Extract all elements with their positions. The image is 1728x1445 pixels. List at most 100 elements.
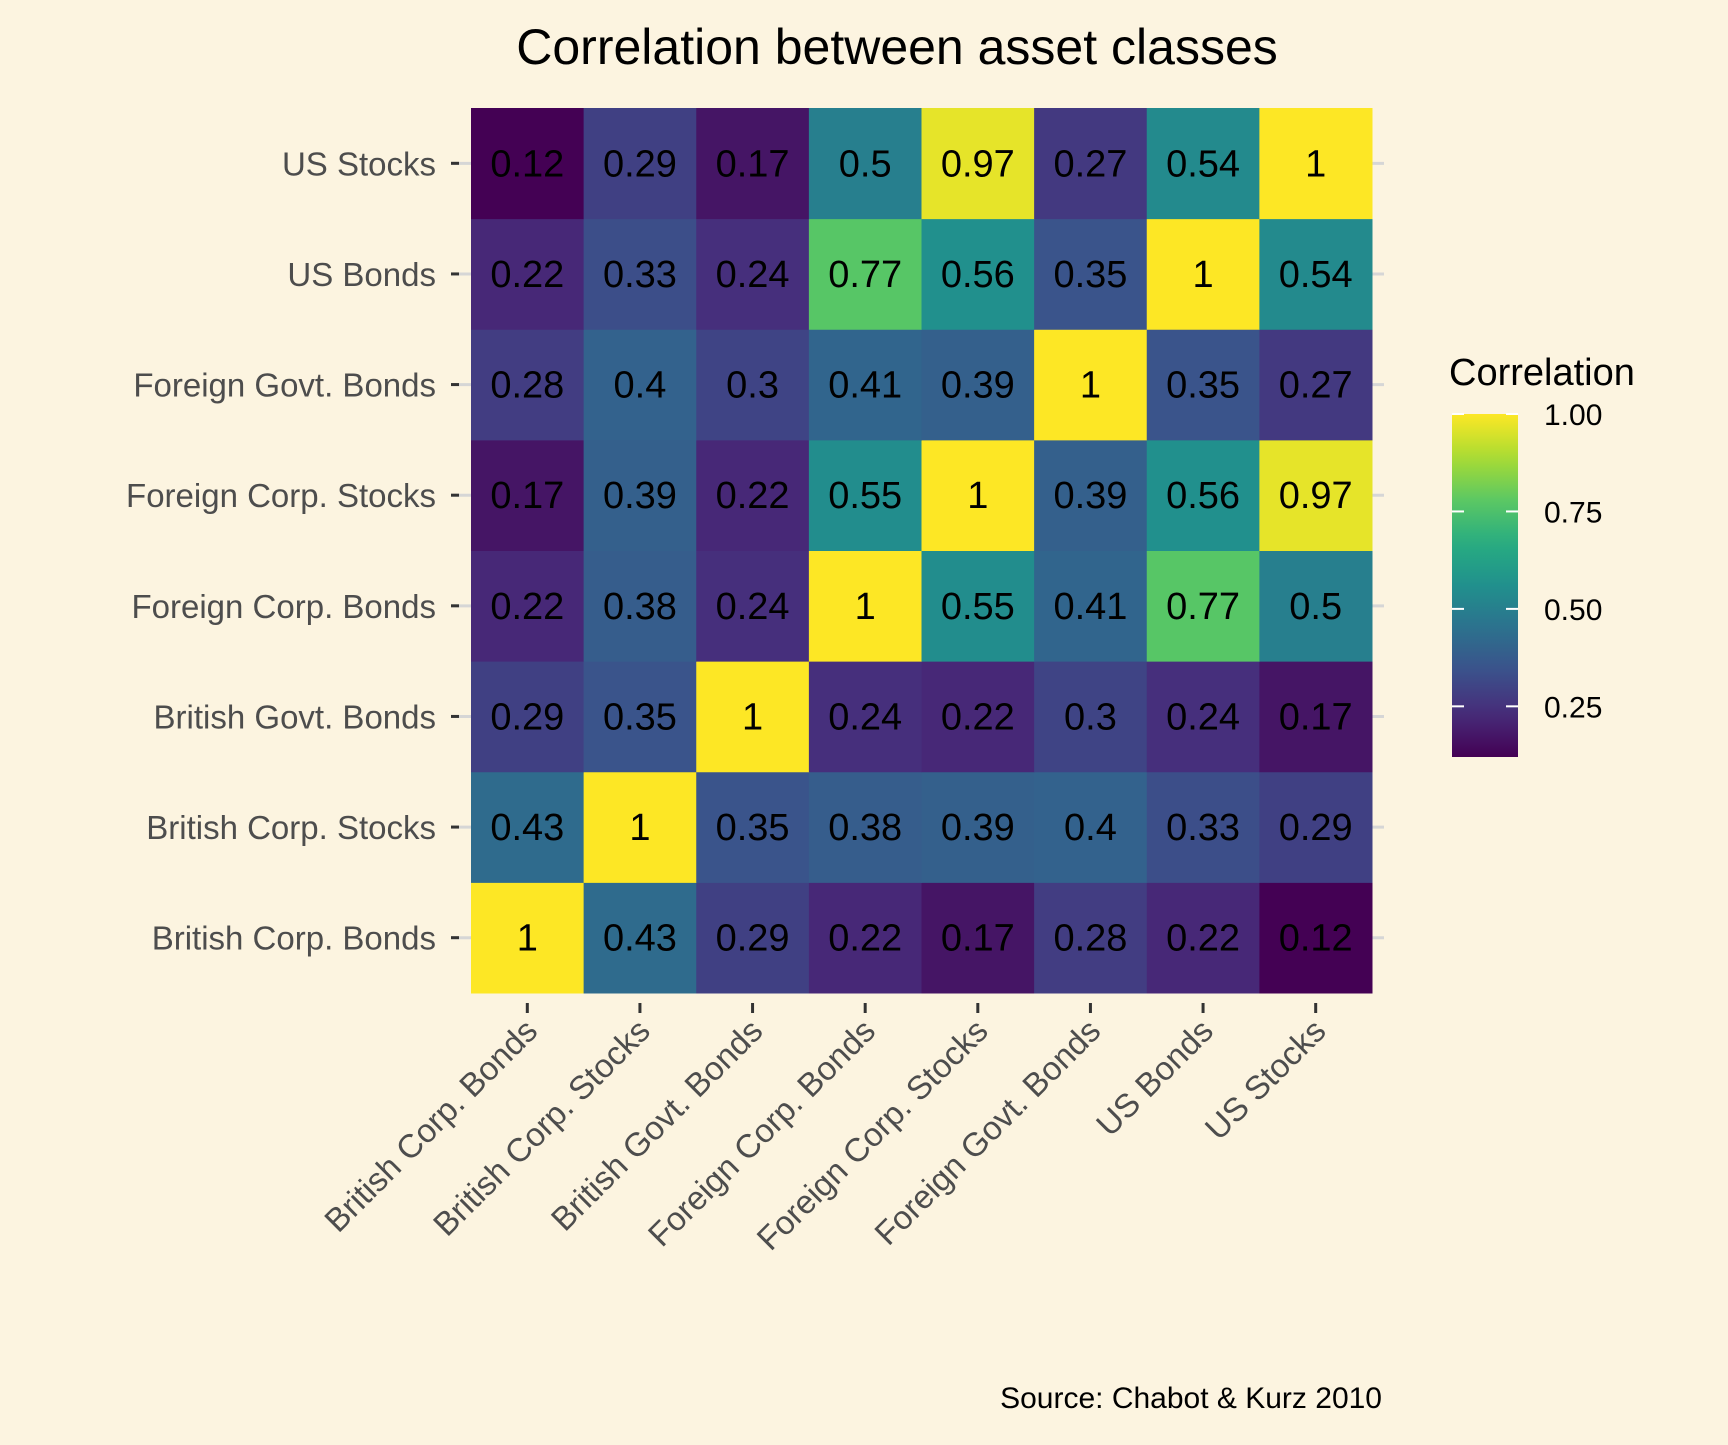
cell-value-label: 0.39 bbox=[941, 807, 1015, 849]
cell-value-label: 0.97 bbox=[1279, 475, 1353, 517]
heatmap-cell bbox=[696, 771, 810, 883]
y-tick-label: Foreign Govt. Bonds bbox=[133, 367, 436, 404]
heatmap-cell bbox=[921, 329, 1035, 441]
heatmap-cell bbox=[808, 661, 922, 773]
cell-value-label: 0.41 bbox=[1053, 586, 1127, 628]
cell-value-label: 0.22 bbox=[828, 918, 902, 960]
cell-value-label: 0.38 bbox=[828, 807, 902, 849]
heatmap-cell bbox=[1146, 329, 1260, 441]
cell-value-label: 0.39 bbox=[941, 365, 1015, 407]
cell-value-label: 0.35 bbox=[1053, 254, 1127, 296]
heatmap-cell bbox=[808, 882, 922, 994]
cell-value-label: 0.29 bbox=[490, 696, 564, 738]
colorbar-tick-label: 1.00 bbox=[1544, 399, 1602, 432]
cell-value-label: 0.41 bbox=[828, 365, 902, 407]
chart-caption: Source: Chabot & Kurz 2010 bbox=[1000, 1382, 1382, 1415]
y-tick-label: US Stocks bbox=[282, 145, 436, 182]
heatmap-cell bbox=[808, 439, 922, 551]
heatmap-cell bbox=[808, 218, 922, 330]
heatmap-cell bbox=[471, 771, 585, 883]
heatmap-cells bbox=[471, 108, 1373, 994]
cell-value-label: 0.24 bbox=[1166, 696, 1240, 738]
cell-value-label: 0.39 bbox=[1053, 475, 1127, 517]
heatmap-cell bbox=[696, 439, 810, 551]
heatmap-cell bbox=[921, 882, 1035, 994]
heatmap-cell bbox=[921, 439, 1035, 551]
cell-value-label: 0.43 bbox=[603, 918, 677, 960]
cell-value-label: 0.5 bbox=[839, 143, 892, 185]
heatmap-cell bbox=[1146, 108, 1260, 220]
cell-value-label: 0.12 bbox=[490, 143, 564, 185]
heatmap-cell bbox=[1034, 882, 1148, 994]
cell-value-label: 0.28 bbox=[1053, 918, 1127, 960]
heatmap-cell bbox=[583, 329, 697, 441]
cell-value-label: 1 bbox=[1080, 365, 1101, 407]
heatmap-cell bbox=[921, 661, 1035, 773]
heatmap-cell bbox=[921, 771, 1035, 883]
heatmap-cell bbox=[1146, 882, 1260, 994]
cell-value-label: 0.29 bbox=[716, 918, 790, 960]
heatmap-cell bbox=[696, 108, 810, 220]
cell-value-label: 0.56 bbox=[941, 254, 1015, 296]
cell-value-label: 0.35 bbox=[603, 696, 677, 738]
y-tick-label: US Bonds bbox=[287, 256, 436, 293]
cell-value-label: 1 bbox=[1305, 143, 1326, 185]
y-tick-label: Foreign Corp. Stocks bbox=[126, 477, 436, 514]
cell-value-label: 0.17 bbox=[490, 475, 564, 517]
cell-value-label: 0.27 bbox=[1279, 365, 1353, 407]
x-tick-label: Foreign Corp. Bonds bbox=[641, 1012, 882, 1253]
x-tick-label: Foreign Govt. Bonds bbox=[867, 1012, 1107, 1252]
heatmap-cell bbox=[583, 218, 697, 330]
heatmap-cell bbox=[696, 550, 810, 662]
heatmap-cell bbox=[583, 882, 697, 994]
heatmap-cell bbox=[583, 661, 697, 773]
heatmap-cell bbox=[583, 108, 697, 220]
x-tick-label: US Stocks bbox=[1198, 1012, 1333, 1147]
heatmap-cell bbox=[696, 882, 810, 994]
cell-value-label: 0.54 bbox=[1166, 143, 1240, 185]
cell-value-label: 1 bbox=[1192, 254, 1213, 296]
x-tick-label: British Corp. Stocks bbox=[426, 1012, 657, 1243]
cell-value-label: 0.33 bbox=[1166, 807, 1240, 849]
heatmap-cell bbox=[1259, 439, 1373, 551]
heatmap-cell bbox=[696, 218, 810, 330]
cell-value-label: 0.4 bbox=[614, 365, 667, 407]
heatmap-cell bbox=[1259, 218, 1373, 330]
cell-value-label: 0.22 bbox=[490, 254, 564, 296]
chart-title: Correlation between asset classes bbox=[516, 19, 1278, 75]
heatmap-cell bbox=[1259, 108, 1373, 220]
heatmap-cell bbox=[1146, 661, 1260, 773]
heatmap-cell bbox=[808, 550, 922, 662]
heatmap-cell bbox=[921, 218, 1035, 330]
cell-value-label: 0.29 bbox=[1279, 807, 1353, 849]
heatmap-cell bbox=[583, 771, 697, 883]
cell-value-label: 1 bbox=[855, 586, 876, 628]
cell-value-label: 0.24 bbox=[828, 696, 902, 738]
heatmap-cell bbox=[1034, 218, 1148, 330]
cell-value-label: 1 bbox=[967, 475, 988, 517]
cell-value-label: 0.5 bbox=[1289, 586, 1342, 628]
heatmap-cell bbox=[1034, 329, 1148, 441]
cell-value-label: 0.55 bbox=[941, 586, 1015, 628]
heatmap-cell bbox=[471, 329, 585, 441]
cell-value-label: 0.35 bbox=[716, 807, 790, 849]
cell-value-label: 0.29 bbox=[603, 143, 677, 185]
heatmap-cell bbox=[471, 882, 585, 994]
heatmap-cell bbox=[1259, 882, 1373, 994]
heatmap-cell bbox=[808, 108, 922, 220]
heatmap-cell bbox=[1146, 771, 1260, 883]
cell-value-label: 0.43 bbox=[490, 807, 564, 849]
heatmap-cell bbox=[1146, 550, 1260, 662]
cell-value-label: 1 bbox=[742, 696, 763, 738]
heatmap-cell bbox=[471, 550, 585, 662]
cell-value-label: 0.4 bbox=[1064, 807, 1117, 849]
cell-labels: 1 0.43 0.29 0.22 0.17 0.28 0.22 0.12 0.43 1 0.35 0.… bbox=[490, 143, 1352, 959]
y-axis: British Corp. Bonds British Corp. Stocks B… bbox=[126, 145, 459, 957]
heatmap-cell bbox=[696, 661, 810, 773]
cell-value-label: 0.33 bbox=[603, 254, 677, 296]
cell-value-label: 0.28 bbox=[490, 365, 564, 407]
heatmap-cell bbox=[1146, 218, 1260, 330]
heatmap-cell bbox=[921, 550, 1035, 662]
